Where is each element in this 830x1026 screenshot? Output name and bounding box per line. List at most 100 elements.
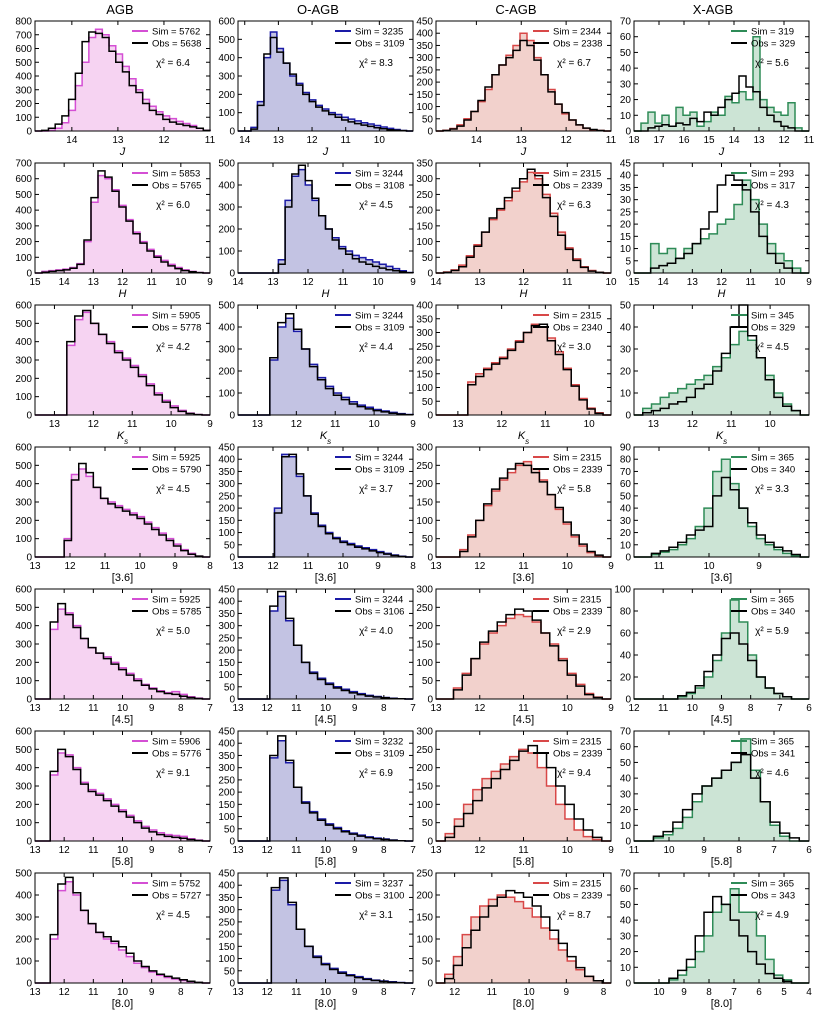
y-tick-label: 600 xyxy=(15,443,32,454)
legend-sim-label: Sim = 2315 xyxy=(553,737,601,748)
x-axis-label: Ks xyxy=(117,430,128,446)
y-tick-label: 70 xyxy=(620,17,632,28)
legend-obs-label: Obs = 2339 xyxy=(553,465,602,476)
x-tick-label: 11 xyxy=(540,419,551,430)
y-tick-label: 500 xyxy=(218,301,235,312)
sim-fill xyxy=(436,749,611,841)
y-tick-label: 10 xyxy=(620,963,632,974)
y-tick-label: 40 xyxy=(620,504,632,515)
panel-4-2: 0 50 100 150 200 250 300 13 12 11 10 9 [4.5] Sim = 23… xyxy=(416,585,614,727)
y-tick-label: 50 xyxy=(224,540,236,551)
x-axis-label: [4.5] xyxy=(315,714,336,726)
y-tick-label: 450 xyxy=(416,17,433,28)
y-tick-label: 700 xyxy=(15,30,32,41)
x-tick-label: 10 xyxy=(774,277,786,288)
x-axis-label: [3.6] xyxy=(315,572,336,584)
sim-fill xyxy=(634,331,809,415)
obs-histogram xyxy=(436,323,611,416)
x-axis-label: [3.6] xyxy=(513,572,534,584)
panel-4-3: 0 20 40 60 80 100 12 11 10 9 8 7 6 [4.5] Sim = 365Obs … xyxy=(614,585,812,727)
x-tick-label: 13 xyxy=(252,419,264,430)
panel-0-3: 0 10 20 30 40 50 60 70 18 17 16 15 14 13 12 11 J Sim = 31… xyxy=(620,17,815,159)
legend-sim-label: Sim = 5925 xyxy=(152,453,200,464)
panel-frame xyxy=(633,20,810,132)
x-tick-label: 12 xyxy=(474,561,486,572)
legend-sim-label: Sim = 2344 xyxy=(553,27,601,38)
sim-fill xyxy=(436,324,611,415)
obs-histogram xyxy=(634,304,809,416)
chi2-annotation: χ² = 6.7 xyxy=(557,58,591,69)
x-tick-label: 9 xyxy=(608,561,614,572)
legend-sim-label: Sim = 5752 xyxy=(152,879,200,890)
y-tick-label: 50 xyxy=(422,253,434,264)
panel-2-1: 0 100 200 300 400 500 13 12 11 10 9 Ks Sim = 3244Obs… xyxy=(218,301,416,446)
chi2-annotation: χ² = 9.1 xyxy=(156,768,190,779)
y-tick-label: 50 xyxy=(620,301,632,312)
x-tick-label: 11 xyxy=(745,277,756,288)
y-tick-label: 150 xyxy=(416,782,433,793)
x-tick-label: 10 xyxy=(524,987,536,998)
y-tick-label: 300 xyxy=(218,763,235,774)
legend-obs-label: Obs = 5765 xyxy=(152,181,201,192)
y-tick-label: 5 xyxy=(625,256,631,267)
x-tick-label: 10 xyxy=(584,419,596,430)
chi2-annotation: χ² = 3.0 xyxy=(557,342,591,353)
y-tick-label: 0 xyxy=(625,837,631,848)
x-tick-label: 8 xyxy=(601,987,607,998)
x-tick-label: 14 xyxy=(471,135,483,146)
legend-obs-label: Obs = 343 xyxy=(751,891,795,902)
chi2-annotation: χ² = 6.3 xyxy=(557,200,591,211)
x-axis-label: [5.8] xyxy=(315,856,336,868)
x-tick-label: 9 xyxy=(410,277,416,288)
panel-frame xyxy=(435,872,612,984)
legend-sim-label: Sim = 3244 xyxy=(355,453,403,464)
x-axis-label: J xyxy=(119,146,126,158)
y-tick-label: 200 xyxy=(218,90,235,101)
y-tick-label: 40 xyxy=(620,651,632,662)
chi2-annotation: χ² = 4.3 xyxy=(755,200,789,211)
obs-histogram xyxy=(436,608,611,700)
chi2-annotation: χ² = 3.1 xyxy=(359,910,393,921)
y-tick-label: 150 xyxy=(218,516,235,527)
x-tick-label: 14 xyxy=(239,135,251,146)
y-tick-label: 10 xyxy=(620,821,632,832)
y-tick-label: 400 xyxy=(218,881,235,892)
y-tick-label: 400 xyxy=(15,337,32,348)
x-tick-label: 9 xyxy=(608,703,614,714)
obs-histogram xyxy=(35,309,210,416)
x-tick-label: 7 xyxy=(207,987,213,998)
y-tick-label: 600 xyxy=(15,174,32,185)
x-tick-label: 12 xyxy=(778,135,790,146)
x-tick-label: 12 xyxy=(628,703,640,714)
panel-2-0: 0 100 200 300 400 500 600 13 12 11 10 9 Ks Sim = 5905… xyxy=(15,301,213,446)
x-tick-label: 7 xyxy=(777,703,783,714)
sim-fill xyxy=(634,459,809,557)
sim-histogram xyxy=(436,460,611,558)
y-tick-label: 50 xyxy=(422,957,434,968)
chi2-annotation: χ² = 8.7 xyxy=(557,910,591,921)
y-tick-label: 100 xyxy=(218,389,235,400)
x-tick-label: 12 xyxy=(158,135,170,146)
y-tick-label: 500 xyxy=(15,461,32,472)
x-tick-label: 10 xyxy=(765,419,777,430)
legend-obs-label: Obs = 3108 xyxy=(355,181,404,192)
y-tick-label: 250 xyxy=(218,775,235,786)
legend-obs-label: Obs = 340 xyxy=(751,607,795,618)
x-tick-label: 12 xyxy=(306,135,318,146)
legend-sim-label: Sim = 293 xyxy=(751,169,794,180)
y-tick-label: 20 xyxy=(620,367,632,378)
y-tick-label: 10 xyxy=(620,540,632,551)
x-tick-label: 13 xyxy=(273,135,285,146)
column-title-x-agb: X-AGB xyxy=(693,2,733,17)
x-tick-label: 13 xyxy=(232,845,244,856)
x-tick-label: 9 xyxy=(149,703,155,714)
sim-histogram xyxy=(436,748,611,842)
x-tick-label: 11 xyxy=(629,845,640,856)
panel-frame xyxy=(237,162,414,274)
x-tick-label: 11 xyxy=(606,135,617,146)
x-tick-label: 15 xyxy=(703,135,715,146)
x-tick-label: 13 xyxy=(753,135,765,146)
y-tick-label: 25 xyxy=(620,207,632,218)
y-tick-label: 30 xyxy=(620,79,632,90)
